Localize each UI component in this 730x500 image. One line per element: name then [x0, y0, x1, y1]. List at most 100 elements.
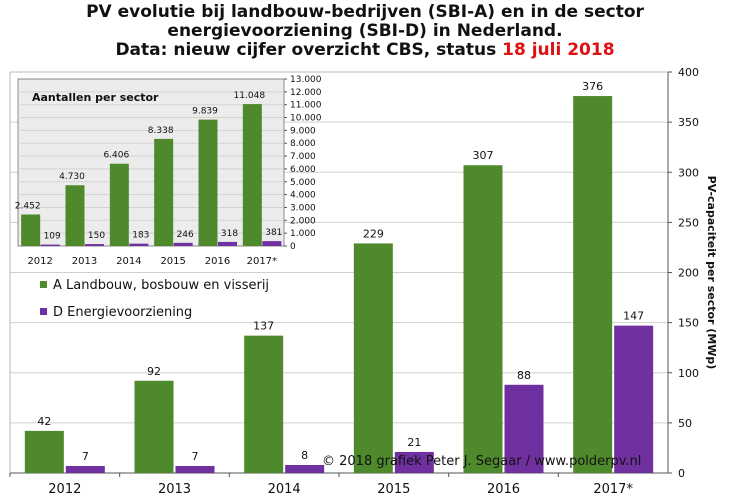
- chart-title-line-2: energievoorziening (SBI-D) in Nederland.: [167, 21, 563, 41]
- x-tick-label: 2012: [48, 482, 81, 497]
- inset-x-tick-label: 2015: [160, 256, 185, 267]
- data-label: 7: [82, 450, 89, 463]
- main-axis: 0 50 100 150 200 250 300 350 400 PV-capaciteit pe…: [9, 66, 718, 497]
- inset-data-label: 109: [44, 232, 61, 242]
- inset-y-tick-label: 9.000: [290, 126, 316, 136]
- y-tick-label: 300: [678, 166, 699, 179]
- inset-y-tick-label: 7.000: [290, 152, 316, 162]
- inset-bar-landbouw: [242, 104, 262, 247]
- inset-title: Aantallen per sector: [32, 91, 159, 104]
- inset-data-label: 11.048: [234, 91, 266, 101]
- inset-data-label: 381: [265, 228, 282, 238]
- inset-data-label: 4.730: [59, 172, 85, 182]
- data-label: 88: [517, 369, 531, 382]
- inset-x-tick-label: 2016: [205, 256, 230, 267]
- copyright-text: © 2018 grafiek Peter J. Segaar / www.pol…: [322, 454, 641, 469]
- inset-y-tick-label: 12.000: [290, 88, 322, 98]
- y-tick-label: 400: [678, 66, 699, 79]
- inset-data-label: 246: [177, 230, 194, 240]
- data-label: 21: [407, 436, 421, 449]
- inset-data-label: 8.338: [148, 126, 174, 136]
- inset-bar-landbouw: [65, 185, 85, 246]
- inset-y-tick-label: 10.000: [290, 114, 322, 124]
- inset-x-tick-label: 2014: [116, 256, 141, 267]
- y-tick-label: 350: [678, 116, 699, 129]
- inset-bar-landbouw: [21, 214, 41, 246]
- legend: A Landbouw, bosbouw en visserij D Energie…: [40, 278, 269, 320]
- y-tick-label: 200: [678, 267, 699, 280]
- bar-landbouw: [353, 243, 393, 473]
- inset-bar-energie: [173, 242, 193, 246]
- inset-data-label: 2.452: [15, 202, 41, 212]
- x-tick-label: 2014: [268, 482, 301, 497]
- y-tick-label: 50: [678, 417, 692, 430]
- x-tick-label: 2017*: [593, 482, 633, 497]
- inset-y-tick-label: 2.000: [290, 216, 316, 226]
- bar-landbouw: [134, 380, 174, 473]
- inset-y-tick-label: 13.000: [290, 75, 322, 85]
- x-tick-label: 2013: [158, 482, 191, 497]
- data-label: 42: [37, 415, 51, 428]
- bar-energie: [175, 465, 215, 473]
- y-tick-label: 250: [678, 216, 699, 229]
- inset-data-label: 6.406: [103, 151, 129, 161]
- bar-energie: [614, 325, 654, 473]
- legend-label-landbouw: A Landbouw, bosbouw en visserij: [53, 278, 269, 293]
- inset-y-tick-label: 4.000: [290, 191, 316, 201]
- bar-landbouw: [244, 335, 284, 473]
- inset-bar-landbouw: [198, 119, 218, 246]
- data-label: 7: [192, 450, 199, 463]
- bar-energie: [504, 384, 544, 473]
- inset-bar-landbouw: [154, 138, 174, 246]
- bar-energie: [285, 464, 325, 473]
- title-prefix: Data: nieuw cijfer overzicht CBS, status: [115, 40, 503, 60]
- legend-swatch-landbouw: [40, 281, 47, 288]
- inset-y-tick-label: 6.000: [290, 165, 316, 175]
- bar-landbouw: [463, 165, 503, 474]
- bar-energie: [65, 465, 105, 473]
- inset-data-label: 183: [132, 231, 149, 241]
- data-label: 137: [253, 320, 274, 333]
- y-tick-label: 100: [678, 367, 699, 380]
- bar-landbouw: [573, 96, 613, 473]
- chart-title-line-1: PV evolutie bij landbouw-bedrijven (SBI-…: [86, 2, 644, 22]
- inset-data-label: 318: [221, 229, 238, 239]
- inset-bar-energie: [85, 244, 104, 246]
- data-label: 8: [301, 449, 308, 462]
- inset-y-tick-label: 0: [290, 242, 296, 252]
- inset-data-label: 9.839: [192, 107, 218, 117]
- inset-data-label: 150: [88, 231, 105, 241]
- inset-y-tick-label: 3.000: [290, 203, 316, 213]
- inset-bar-energie: [129, 243, 149, 246]
- y-axis-title: PV-capaciteit per sector (MWp): [705, 176, 718, 370]
- data-label: 92: [147, 365, 161, 378]
- inset-bar-energie: [262, 241, 282, 246]
- main-bars: 42 7 92 7 137 8 229 21 307 88 376 147: [24, 80, 654, 474]
- data-label: 307: [473, 149, 494, 162]
- title-date: 18 juli 2018: [502, 40, 615, 60]
- inset-chart: 0 1.000 2.000 3.000 4.000 5.000 6.000 7.000 8.00…: [15, 75, 322, 267]
- bar-landbouw: [24, 430, 64, 473]
- inset-bar-energie: [40, 244, 60, 246]
- inset-x-tick-label: 2013: [72, 256, 97, 267]
- inset-bar-energie: [218, 241, 237, 246]
- data-label: 147: [623, 310, 644, 323]
- inset-x-tick-label: 2017*: [247, 256, 277, 267]
- inset-y-tick-label: 8.000: [290, 139, 316, 149]
- inset-y-tick-label: 1.000: [290, 229, 316, 239]
- inset-x-tick-label: 2012: [27, 256, 52, 267]
- y-tick-label: 0: [678, 467, 685, 480]
- inset-y-tick-label: 5.000: [290, 178, 316, 188]
- inset-background: [17, 78, 285, 247]
- y-tick-label: 150: [678, 317, 699, 330]
- legend-swatch-energie: [40, 308, 47, 315]
- inset-y-tick-label: 11.000: [290, 101, 322, 111]
- bar-energie: [394, 451, 434, 473]
- inset-bar-landbouw: [109, 163, 129, 246]
- x-tick-label: 2015: [377, 482, 410, 497]
- chart-title-line-3: Data: nieuw cijfer overzicht CBS, status…: [0, 40, 730, 60]
- data-label: 229: [363, 227, 384, 240]
- x-tick-label: 2016: [487, 482, 520, 497]
